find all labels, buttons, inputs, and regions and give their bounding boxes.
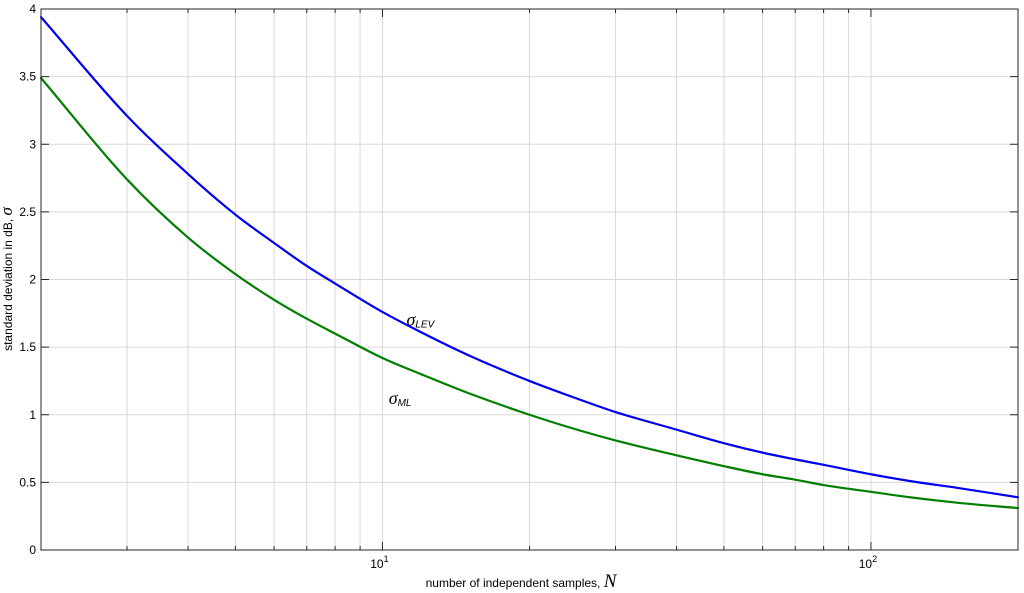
ticks: 0 0.5 1 1.5 2 2.5 3 3.5 4 101 102 (19, 2, 1018, 571)
series-label-lev: σLEV (406, 309, 435, 330)
y-axis-label: standard deviation in dB, σ (0, 206, 16, 350)
series-line-ml (39, 76, 1020, 510)
y-tick-label: 1 (29, 408, 36, 422)
series-labels: σLEV σML (389, 309, 436, 408)
x-axis-label: number of independent samples, N (426, 571, 618, 592)
series-label-ml: σML (389, 388, 412, 409)
x-tick-label: 102 (859, 554, 877, 571)
y-tick-label: 3.5 (19, 70, 36, 84)
grid (41, 9, 1018, 550)
series-line-lev (39, 16, 1020, 499)
y-tick-label: 4 (29, 2, 36, 16)
y-axis-label-text: standard deviation in dB, (1, 219, 15, 351)
series-lines (39, 16, 1020, 510)
y-tick-label: 3 (29, 137, 36, 151)
y-tick-label: 2 (29, 273, 36, 287)
y-tick-label: 0 (29, 543, 36, 557)
y-axis-symbol: σ (0, 206, 16, 215)
x-tick-label: 101 (370, 554, 388, 571)
x-axis-label-text: number of independent samples, (426, 576, 601, 590)
y-tick-label: 1.5 (19, 340, 36, 354)
y-tick-label: 0.5 (19, 475, 36, 489)
y-tick-label: 2.5 (19, 205, 36, 219)
x-axis-symbol: N (603, 571, 618, 592)
